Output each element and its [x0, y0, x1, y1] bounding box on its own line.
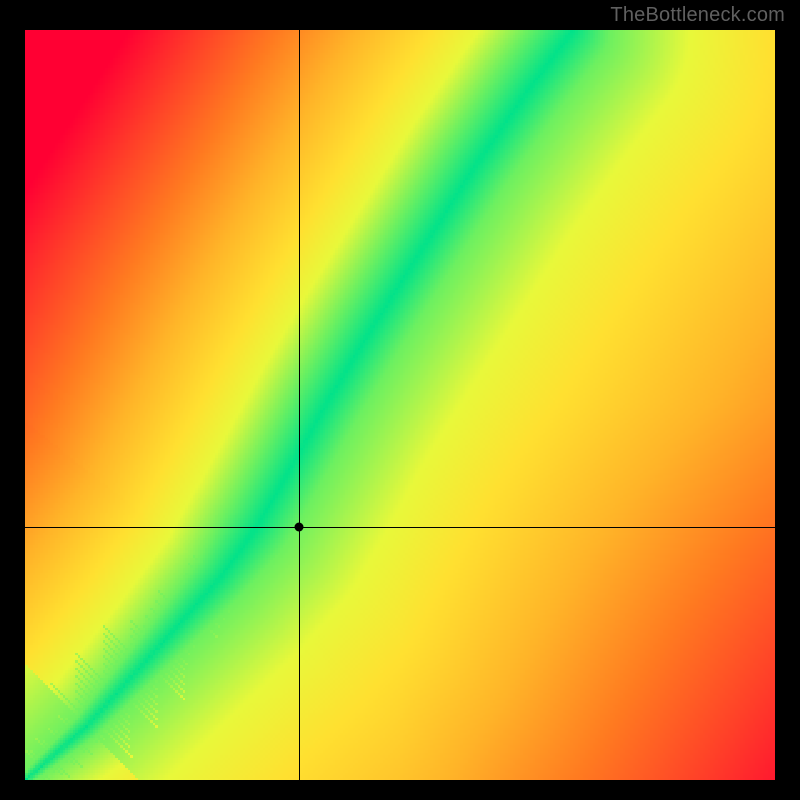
plot-area	[25, 30, 775, 780]
crosshair-marker	[294, 523, 303, 532]
watermark-text: TheBottleneck.com	[610, 4, 785, 27]
chart-container: TheBottleneck.com	[0, 0, 800, 800]
crosshair-horizontal	[25, 527, 775, 528]
crosshair-vertical	[299, 30, 300, 780]
heatmap-canvas	[25, 30, 775, 780]
